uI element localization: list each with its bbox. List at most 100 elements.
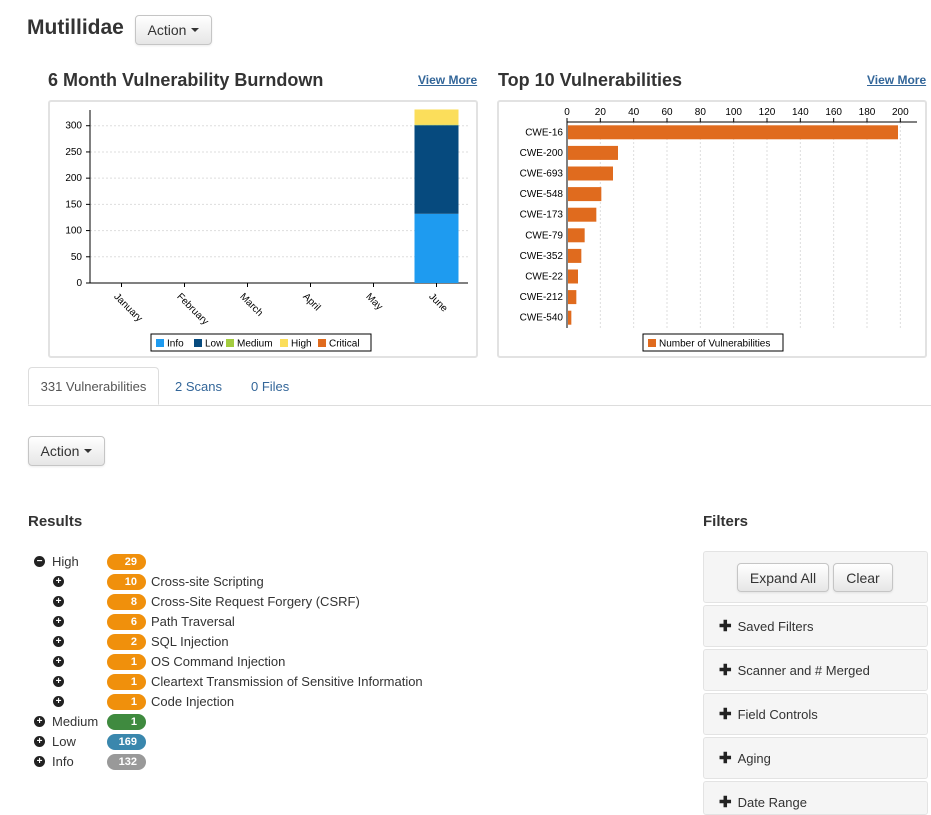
bar xyxy=(568,290,577,305)
burndown-chart-panel: 0 50 100 150 200 250 300 January February March Ap… xyxy=(48,100,478,358)
vulnerability-type-label[interactable]: OS Command Injection xyxy=(151,654,286,669)
bar xyxy=(568,248,582,263)
clear-label: Clear xyxy=(846,569,880,586)
filter-scanner-merged-label[interactable]: ✚ Scanner and # Merged xyxy=(719,661,870,679)
y-tick-label: CWE-22 xyxy=(525,272,563,283)
vulnerability-type-label[interactable]: Cleartext Transmission of Sensitive Info… xyxy=(151,674,423,689)
x-tick-label: 20 xyxy=(595,107,607,118)
y-tick-label: CWE-200 xyxy=(520,148,564,159)
filter-label: Saved Filters xyxy=(737,618,814,634)
burndown-chart: 0 50 100 150 200 250 300 January February March Ap… xyxy=(65,109,468,352)
vulnerability-type-label[interactable]: Code Injection xyxy=(151,694,235,709)
y-tick-label: 100 xyxy=(65,226,82,237)
y-tick-label: CWE-548 xyxy=(520,189,564,200)
count-badge: 8 xyxy=(107,594,146,610)
x-tick-label: 140 xyxy=(792,107,809,118)
x-tick-label: January xyxy=(111,291,144,324)
expand-icon[interactable]: + xyxy=(34,756,45,767)
filter-label: Scanner and # Merged xyxy=(737,662,870,678)
expand-icon[interactable]: + xyxy=(53,576,64,587)
burndown-view-more-link[interactable]: View More xyxy=(418,73,478,87)
legend-swatch xyxy=(226,339,234,347)
bar xyxy=(568,166,613,181)
count-badge: 169 xyxy=(107,734,146,750)
y-tick-label: 200 xyxy=(65,173,82,184)
count-badge: 2 xyxy=(107,634,146,650)
y-tick-label: CWE-540 xyxy=(520,313,564,324)
bar xyxy=(568,310,572,325)
filter-label: Date Range xyxy=(737,794,807,810)
legend-swatch xyxy=(194,339,202,347)
legend-swatch xyxy=(648,339,656,347)
filter-field-controls-label[interactable]: ✚ Field Controls xyxy=(719,705,818,723)
expand-icon[interactable]: + xyxy=(53,696,64,707)
vulnerability-type-label[interactable]: Cross-Site Request Forgery (CSRF) xyxy=(151,594,360,609)
count-badge: 1 xyxy=(107,674,146,690)
severity-label[interactable]: Info xyxy=(52,754,74,769)
severity-label[interactable]: Medium xyxy=(52,714,99,729)
y-tick-label: CWE-173 xyxy=(520,210,564,221)
x-tick-label: June xyxy=(426,291,449,314)
x-tick-label: February xyxy=(174,291,210,327)
top10-view-more-link[interactable]: View More xyxy=(867,73,927,87)
legend-label: Critical xyxy=(329,339,360,350)
expand-all-button[interactable]: Expand All xyxy=(737,563,829,592)
x-tick-label: March xyxy=(237,291,264,318)
filter-saved-filters[interactable] xyxy=(703,605,928,647)
filter-aging[interactable] xyxy=(703,737,928,779)
top10-chart: 0 20 40 60 80 100 120 140 160 180 200 CWE-16 CWE-200… xyxy=(520,107,917,352)
bar xyxy=(568,269,578,284)
header-action-label: Action xyxy=(147,22,187,38)
bar-segment-low xyxy=(414,125,459,214)
results-action-button[interactable]: Action xyxy=(28,436,105,466)
collapse-icon[interactable]: − xyxy=(34,556,45,567)
legend-swatch xyxy=(156,339,164,347)
legend-label: Low xyxy=(205,339,224,350)
expand-icon[interactable]: + xyxy=(53,596,64,607)
expand-icon[interactable]: + xyxy=(53,616,64,627)
y-tick-label: 150 xyxy=(65,199,82,210)
x-tick-label: 0 xyxy=(564,107,570,118)
results-heading: Results xyxy=(28,513,83,530)
header-action-button[interactable]: Action xyxy=(135,15,212,45)
vulnerability-type-label[interactable]: SQL Injection xyxy=(151,634,229,649)
severity-label[interactable]: Low xyxy=(52,734,76,749)
plus-icon: ✚ xyxy=(719,750,732,767)
filter-scanner-merged[interactable] xyxy=(703,649,928,691)
x-tick-label: 80 xyxy=(695,107,707,118)
caret-down-icon xyxy=(191,28,200,32)
tab-scans[interactable]: 2 Scans xyxy=(175,379,222,394)
tab-files[interactable]: 0 Files xyxy=(251,379,290,394)
legend-label: High xyxy=(291,339,312,350)
bar xyxy=(568,228,585,243)
y-tick-label: CWE-16 xyxy=(525,127,563,138)
legend-swatch xyxy=(280,339,288,347)
vulnerability-type-label[interactable]: Cross-site Scripting xyxy=(151,574,264,589)
filter-aging-label[interactable]: ✚ Aging xyxy=(719,749,771,767)
bar-segment-high xyxy=(414,109,459,125)
expand-icon[interactable]: + xyxy=(53,636,64,647)
y-tick-label: 50 xyxy=(71,252,83,263)
filter-field-controls[interactable] xyxy=(703,693,928,735)
bar xyxy=(568,187,602,202)
x-tick-label: 100 xyxy=(725,107,742,118)
count-badge: 6 xyxy=(107,614,146,630)
filter-saved-filters-label[interactable]: ✚ Saved Filters xyxy=(719,617,813,635)
severity-label[interactable]: High xyxy=(52,554,79,569)
y-tick-label: CWE-212 xyxy=(520,292,564,303)
tab-vulnerabilities-label: 331 Vulnerabilities xyxy=(40,378,147,394)
legend-label: Info xyxy=(167,339,184,350)
expand-icon[interactable]: + xyxy=(53,656,64,667)
y-tick-label: CWE-352 xyxy=(520,251,564,262)
plus-icon: ✚ xyxy=(719,706,732,723)
tab-vulnerabilities[interactable]: 331 Vulnerabilities xyxy=(28,367,159,405)
expand-icon[interactable]: + xyxy=(34,736,45,747)
x-tick-label: April xyxy=(300,291,322,313)
clear-filters-button[interactable]: Clear xyxy=(833,563,893,592)
expand-icon[interactable]: + xyxy=(34,716,45,727)
legend-swatch xyxy=(318,339,326,347)
filter-date-range-label[interactable]: ✚ Date Range xyxy=(719,793,807,811)
expand-icon[interactable]: + xyxy=(53,676,64,687)
x-tick-label: 40 xyxy=(628,107,640,118)
vulnerability-type-label[interactable]: Path Traversal xyxy=(151,614,235,629)
